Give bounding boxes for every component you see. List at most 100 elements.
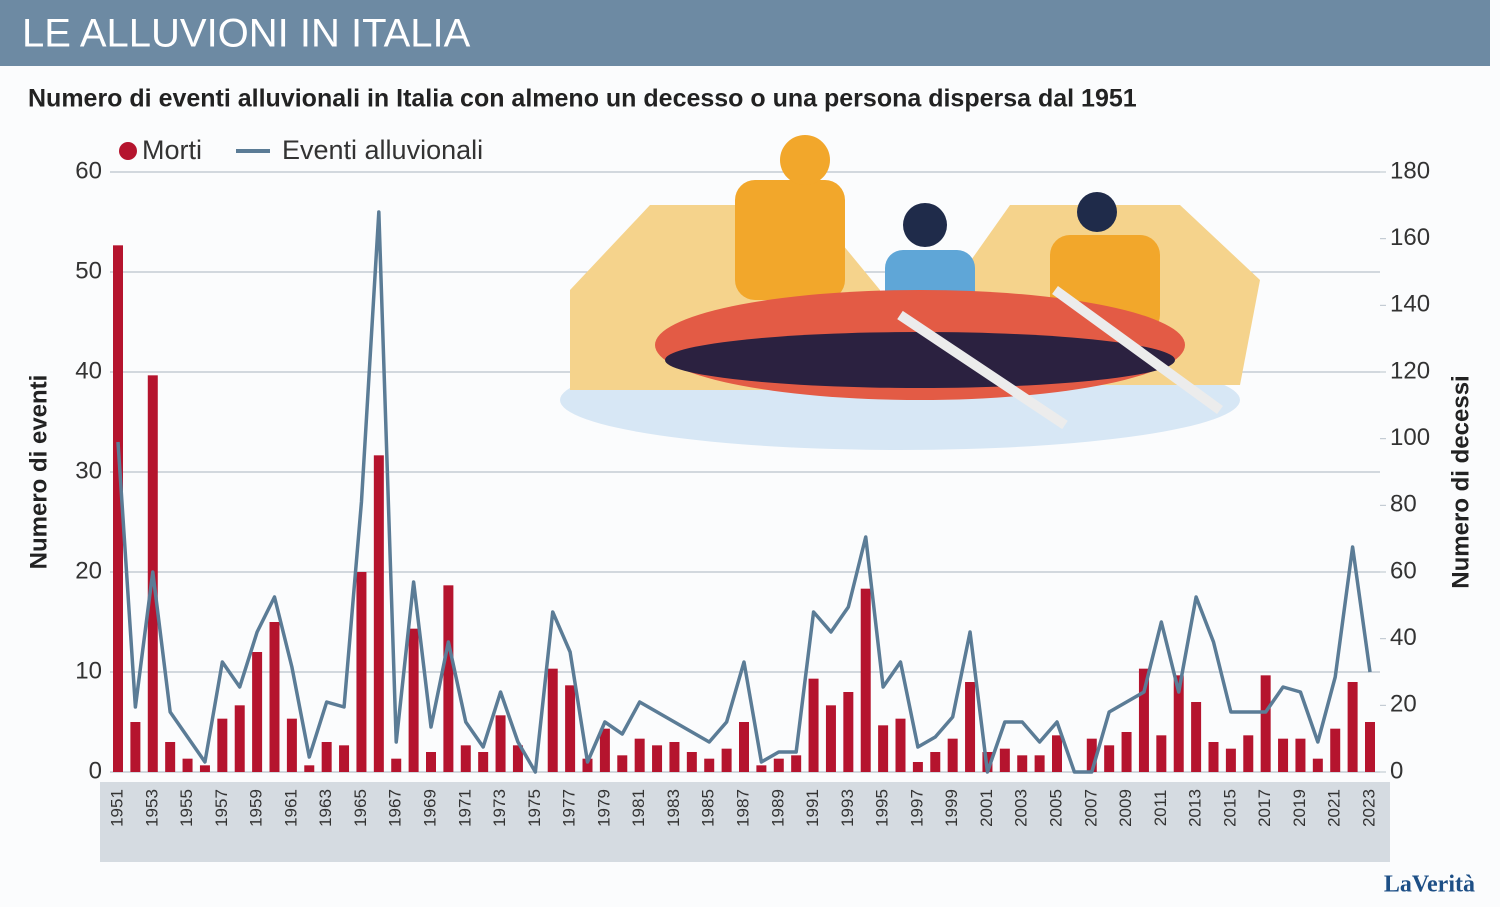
x-tick-label: 2013	[1186, 789, 1205, 827]
y2-tick-label: 180	[1390, 157, 1430, 184]
bar	[182, 758, 193, 772]
bar	[460, 745, 471, 772]
bar	[1295, 738, 1306, 772]
bar	[130, 722, 141, 772]
bar	[565, 685, 576, 772]
x-tick-label: 2011	[1151, 790, 1170, 827]
x-tick-label: 2001	[977, 789, 996, 827]
bar	[1052, 735, 1062, 772]
header-bar	[0, 0, 1490, 66]
bar	[1312, 758, 1323, 772]
bar	[252, 652, 263, 772]
bar	[1365, 722, 1375, 772]
x-tick-label: 1965	[351, 789, 370, 827]
bar	[113, 245, 123, 773]
bar	[199, 765, 210, 772]
x-tick-label: 2007	[1081, 789, 1100, 827]
bar	[704, 758, 715, 772]
y-axis-title: Numero di eventi	[25, 375, 52, 570]
paddle	[1052, 285, 1223, 415]
bar	[1243, 735, 1254, 772]
x-tick-label: 1977	[560, 789, 579, 827]
x-tick-label: 1985	[699, 789, 718, 827]
helmet	[780, 135, 830, 185]
bar	[391, 758, 402, 772]
y2-tick-label: 0	[1390, 757, 1403, 784]
y2-tick-label: 100	[1390, 424, 1430, 451]
bar	[634, 738, 645, 772]
x-tick-label: 1969	[420, 789, 439, 827]
legend-label: Eventi alluvionali	[282, 135, 483, 165]
boat-band	[665, 332, 1175, 388]
head	[1077, 192, 1117, 232]
bar	[286, 718, 297, 772]
bar	[1208, 742, 1219, 772]
bar	[721, 748, 732, 772]
bar	[739, 722, 749, 772]
x-tick-label: 1991	[803, 789, 822, 827]
bar	[1086, 738, 1097, 772]
bar	[912, 762, 923, 772]
bar	[1191, 702, 1202, 772]
bar	[791, 755, 802, 772]
bar	[1225, 748, 1236, 772]
bar	[652, 745, 663, 772]
bar	[443, 585, 454, 772]
y2-tick-label: 20	[1390, 691, 1417, 718]
bar	[930, 752, 941, 772]
bar	[373, 455, 384, 772]
x-tick-label: 1955	[177, 789, 196, 827]
bar	[947, 738, 958, 772]
header-title: LE ALLUVIONI IN ITALIA	[22, 12, 471, 56]
bar	[1278, 738, 1289, 772]
bar	[1173, 675, 1184, 772]
bar	[895, 718, 906, 772]
x-tick-label: 2021	[1325, 789, 1344, 827]
y2-tick-label: 140	[1390, 291, 1430, 318]
y-tick-label: 50	[75, 257, 102, 284]
y-tick-label: 40	[75, 357, 102, 384]
bar	[1156, 735, 1167, 772]
bar	[582, 758, 593, 772]
bar	[426, 752, 436, 772]
y-tick-label: 20	[75, 557, 102, 584]
y-tick-label: 30	[75, 457, 102, 484]
bar	[617, 755, 628, 772]
y-tick-label: 10	[75, 657, 102, 684]
bar	[860, 588, 871, 772]
bar	[165, 742, 176, 772]
x-tick-label: 1983	[664, 789, 683, 827]
bar	[304, 765, 315, 772]
x-tick-label: 1967	[386, 789, 405, 827]
bar	[1104, 745, 1115, 772]
head	[903, 203, 947, 247]
bar	[599, 728, 610, 772]
x-tick-label: 1961	[281, 789, 300, 827]
x-tick-label: 2019	[1290, 789, 1309, 827]
x-tick-label: 1993	[838, 789, 857, 827]
y2-tick-label: 60	[1390, 557, 1417, 584]
bar	[321, 742, 332, 772]
bar	[1347, 682, 1358, 772]
x-tick-label: 1951	[107, 789, 126, 827]
bar	[478, 752, 489, 772]
bar	[1330, 728, 1341, 772]
bar	[547, 668, 558, 772]
x-tick-label: 1999	[942, 789, 961, 827]
x-tick-label: 1959	[247, 789, 266, 827]
y2-tick-label: 160	[1390, 224, 1430, 251]
bar	[495, 715, 506, 772]
bar	[1138, 668, 1149, 772]
bar	[686, 752, 697, 772]
bar	[965, 682, 976, 772]
x-tick-label: 1981	[629, 789, 648, 827]
line	[116, 210, 1372, 774]
bar	[669, 742, 680, 772]
y-tick-label: 0	[89, 757, 102, 784]
x-tick-label: 1995	[873, 789, 892, 827]
x-tick-label: 2009	[1116, 789, 1135, 827]
x-tick-label: 2023	[1359, 789, 1378, 827]
y2-tick-label: 40	[1390, 624, 1417, 651]
bar	[512, 745, 523, 772]
